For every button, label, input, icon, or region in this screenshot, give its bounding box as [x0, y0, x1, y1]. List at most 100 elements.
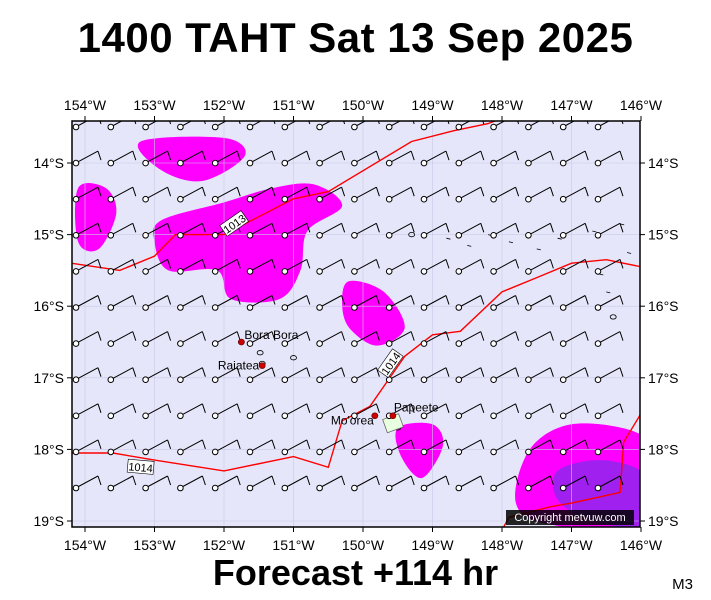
wind-barb: [455, 258, 485, 275]
wind-barb: [490, 367, 520, 384]
wind-barbs: [72, 121, 624, 492]
wind-barb: [351, 403, 380, 420]
lon-label-bottom: 146°W: [620, 537, 663, 553]
place-labels: Bora Bora Raiatea Mo'orea Papeete: [218, 328, 439, 428]
wind-barb: [211, 121, 241, 131]
lat-label-right: 19°S: [648, 513, 679, 529]
isobar-label: 1014: [126, 458, 155, 475]
wind-barb: [420, 150, 450, 167]
wind-barb: [177, 331, 206, 347]
wind-barb: [525, 121, 554, 131]
lon-label-bottom: 150°W: [342, 537, 385, 553]
wind-barb: [177, 222, 206, 239]
wind-barb: [559, 222, 589, 239]
lon-label-bottom: 148°W: [481, 537, 524, 553]
wind-barb: [281, 403, 311, 420]
wind-barb: [351, 439, 380, 456]
wind-barb: [316, 403, 346, 420]
place-label: Raiatea: [218, 359, 260, 373]
wind-barb: [351, 150, 380, 167]
atoll-outline: [627, 252, 632, 254]
wind-barb: [281, 222, 311, 239]
wind-barb: [281, 295, 311, 311]
wind-barb: [281, 367, 311, 384]
wind-barb: [246, 439, 276, 456]
wind-barb: [142, 475, 172, 492]
place-label: Bora Bora: [244, 328, 298, 342]
wind-barb: [177, 150, 206, 167]
wind-barb: [525, 403, 554, 420]
wind-barb: [385, 121, 415, 131]
wind-barb: [107, 331, 137, 347]
wind-barb: [142, 222, 172, 239]
lat-label-left: 14°S: [33, 155, 64, 171]
island-outline: [609, 314, 617, 320]
lon-label-bottom: 154°W: [64, 537, 107, 553]
wind-barb: [316, 222, 346, 239]
wind-barb: [316, 367, 346, 384]
lon-label-top: 152°W: [203, 97, 246, 113]
wind-barb: [211, 403, 241, 420]
wind-barb: [594, 150, 624, 167]
wind-barb: [455, 367, 485, 384]
lon-label-top: 150°W: [342, 97, 385, 113]
wind-barb: [455, 121, 485, 131]
wind-barb: [420, 403, 450, 420]
lon-label-top: 151°W: [272, 97, 315, 113]
wind-barb: [594, 331, 624, 347]
wind-barb: [281, 150, 311, 167]
wind-barb: [316, 439, 346, 456]
model-tag: M3: [672, 576, 693, 593]
wind-barb: [142, 186, 172, 203]
lat-label-left: 18°S: [33, 441, 64, 457]
wind-barb: [142, 295, 172, 311]
wind-barb: [559, 439, 589, 456]
lon-label-bottom: 149°W: [411, 537, 454, 553]
wind-barb: [246, 475, 276, 492]
wind-barb: [455, 150, 485, 167]
lon-label-top: 154°W: [64, 97, 107, 113]
wind-barb: [281, 331, 311, 347]
wind-barb: [142, 403, 172, 420]
wind-barb: [246, 367, 276, 384]
wind-region-light: [137, 136, 246, 182]
wind-barb: [559, 331, 589, 347]
wind-barb: [420, 121, 450, 131]
wind-barb: [525, 475, 554, 492]
wind-barb: [351, 222, 380, 239]
isobar-label-text: 1014: [128, 461, 153, 475]
wind-barb: [142, 439, 172, 456]
wind-barb: [246, 121, 276, 131]
wind-barb: [351, 367, 380, 384]
wind-barb: [246, 258, 276, 275]
wind-barb: [594, 222, 624, 239]
wind-barb: [72, 186, 102, 203]
wind-barb: [142, 121, 172, 131]
wind-barb: [72, 331, 102, 347]
wind-barb: [559, 186, 589, 203]
wind-barb: [316, 295, 346, 311]
wind-barb: [385, 150, 415, 167]
wind-barb: [246, 222, 276, 239]
wind-barb: [72, 403, 102, 420]
wind-barb: [420, 331, 450, 347]
wind-barb: [107, 439, 137, 456]
wind-barb: [420, 475, 450, 492]
wind-barb: [107, 186, 137, 203]
wind-barb: [211, 258, 241, 275]
lon-label-top: 148°W: [481, 97, 524, 113]
wind-barb: [142, 367, 172, 384]
lat-label-left: 17°S: [33, 370, 64, 386]
wind-barb: [211, 150, 241, 167]
lon-label-top: 153°W: [133, 97, 176, 113]
wind-barb: [246, 150, 276, 167]
wind-barb: [385, 295, 415, 311]
place-marker: [258, 362, 266, 369]
wind-barb: [211, 367, 241, 384]
wind-region-light: [395, 422, 444, 479]
wind-barb: [594, 439, 624, 456]
forecast-hour: Forecast +114 hr: [212, 552, 499, 593]
atoll-outline: [599, 273, 604, 276]
wind-barb: [559, 258, 589, 275]
wind-barb: [177, 186, 206, 203]
